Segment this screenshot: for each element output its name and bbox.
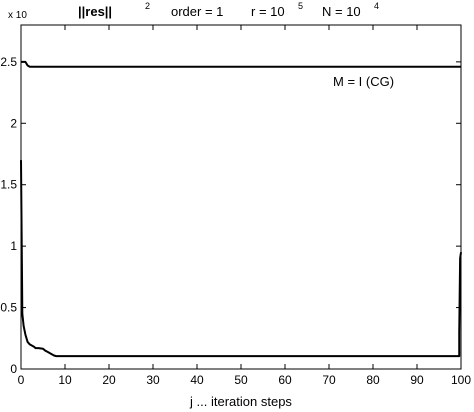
y-tick-label: 2 (10, 116, 17, 130)
title-res: ||res|| (78, 4, 112, 19)
x-tick-label: 50 (234, 373, 248, 387)
x-tick-label: 40 (190, 373, 204, 387)
annotation-cg: M = I (CG) (333, 74, 394, 89)
y-tick-label: 0.5 (0, 301, 17, 315)
x-tick-label: 20 (102, 373, 116, 387)
title-order: order = 1 (171, 4, 223, 19)
x-tick-label: 30 (146, 373, 160, 387)
title-n-exp: 4 (374, 1, 379, 11)
series-line-2 (20, 160, 462, 358)
title-r: r = 10 (251, 4, 285, 19)
y-tick-label: 1 (10, 239, 17, 253)
series-line-1 (21, 60, 461, 68)
x-tick-label: 60 (278, 373, 292, 387)
y-tick-label: 0 (10, 362, 17, 376)
x-axis-label: j ... iteration steps (189, 394, 292, 409)
y-exponent-label: x 10 (8, 10, 27, 21)
x-tick-label: 80 (366, 373, 380, 387)
y-tick-label: 2.5 (0, 55, 17, 69)
x-tick-label: 100 (451, 373, 471, 387)
chart-title: ||res|| 2 order = 1 r = 10 5 N = 10 4 (78, 0, 379, 19)
title-r-exp: 5 (298, 1, 303, 11)
title-n: N = 10 (322, 4, 361, 19)
x-tick-label: 10 (58, 373, 72, 387)
x-tick-label: 0 (18, 373, 25, 387)
x-tick-label: 90 (410, 373, 424, 387)
tick-group: 0 10 20 30 40 50 60 70 80 90 100 0 0.5 1 1.5 2 2.5 (0, 25, 471, 387)
series-group (20, 60, 462, 358)
y-tick-label: 1.5 (0, 178, 17, 192)
x-tick-label: 70 (322, 373, 336, 387)
title-res-exp: 2 (145, 1, 150, 11)
